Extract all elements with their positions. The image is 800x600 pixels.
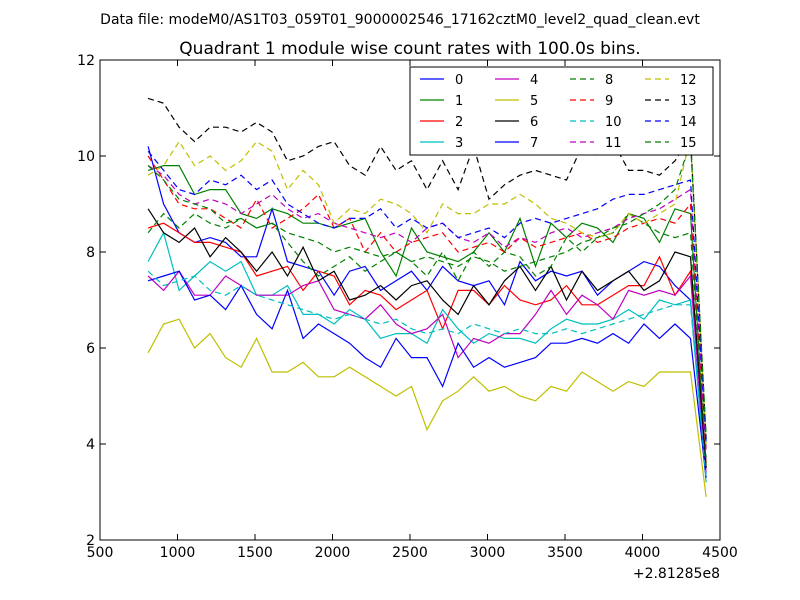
series-line-4 bbox=[147, 270, 707, 473]
legend-label-5: 5 bbox=[530, 94, 538, 109]
legend-label-12: 12 bbox=[680, 73, 697, 88]
chart-title: Quadrant 1 module wise count rates with … bbox=[179, 39, 640, 59]
legend-label-6: 6 bbox=[530, 115, 538, 130]
legend-label-14: 14 bbox=[680, 115, 697, 130]
legend-label-0: 0 bbox=[455, 73, 463, 88]
series-line-5 bbox=[147, 318, 707, 497]
series-line-14 bbox=[147, 150, 707, 445]
series-line-6 bbox=[147, 208, 707, 469]
x-tick-label: 500 bbox=[87, 545, 114, 561]
series-line-1 bbox=[147, 165, 707, 469]
y-tick-label: 8 bbox=[86, 245, 95, 261]
x-tick-label: 1000 bbox=[160, 545, 196, 561]
y-tick-label: 12 bbox=[77, 53, 95, 69]
legend-label-3: 3 bbox=[455, 136, 463, 151]
series-line-11 bbox=[147, 165, 707, 449]
legend-label-9: 9 bbox=[605, 94, 613, 109]
y-tick-label: 2 bbox=[86, 533, 95, 549]
series-line-10 bbox=[147, 270, 707, 478]
legend-label-11: 11 bbox=[605, 136, 622, 151]
legend-label-4: 4 bbox=[530, 73, 538, 88]
legend-label-1: 1 bbox=[455, 94, 463, 109]
series-line-15 bbox=[147, 141, 707, 435]
series-line-7 bbox=[147, 270, 707, 478]
x-offset-label: +2.81285e8 bbox=[633, 566, 720, 582]
legend-label-10: 10 bbox=[605, 115, 622, 130]
x-tick-label: 4500 bbox=[702, 545, 738, 561]
legend-box bbox=[409, 66, 714, 156]
x-tick-label: 3000 bbox=[470, 545, 506, 561]
series-line-8 bbox=[147, 212, 707, 459]
y-tick-label: 4 bbox=[86, 437, 95, 453]
legend-label-2: 2 bbox=[455, 115, 463, 130]
x-tick-label: 4000 bbox=[625, 545, 661, 561]
x-tick-label: 2500 bbox=[392, 545, 428, 561]
legend-label-13: 13 bbox=[680, 94, 697, 109]
y-tick-label: 6 bbox=[86, 341, 95, 357]
legend-label-8: 8 bbox=[605, 73, 613, 88]
data-file-label: Data file: modeM0/AS1T03_059T01_90000025… bbox=[100, 12, 700, 28]
x-tick-label: 3500 bbox=[547, 545, 583, 561]
x-tick-label: 1500 bbox=[237, 545, 273, 561]
x-tick-label: 2000 bbox=[315, 545, 351, 561]
series-line-9 bbox=[147, 155, 707, 454]
legend-label-15: 15 bbox=[680, 136, 697, 151]
y-tick-label: 10 bbox=[77, 149, 95, 165]
legend-label-7: 7 bbox=[530, 136, 538, 151]
plot-area: 500 1000 1500 2000 2500 3000 3500 4000 4500 2 4 6 8 1… bbox=[77, 53, 738, 561]
series-line-12 bbox=[147, 136, 707, 445]
